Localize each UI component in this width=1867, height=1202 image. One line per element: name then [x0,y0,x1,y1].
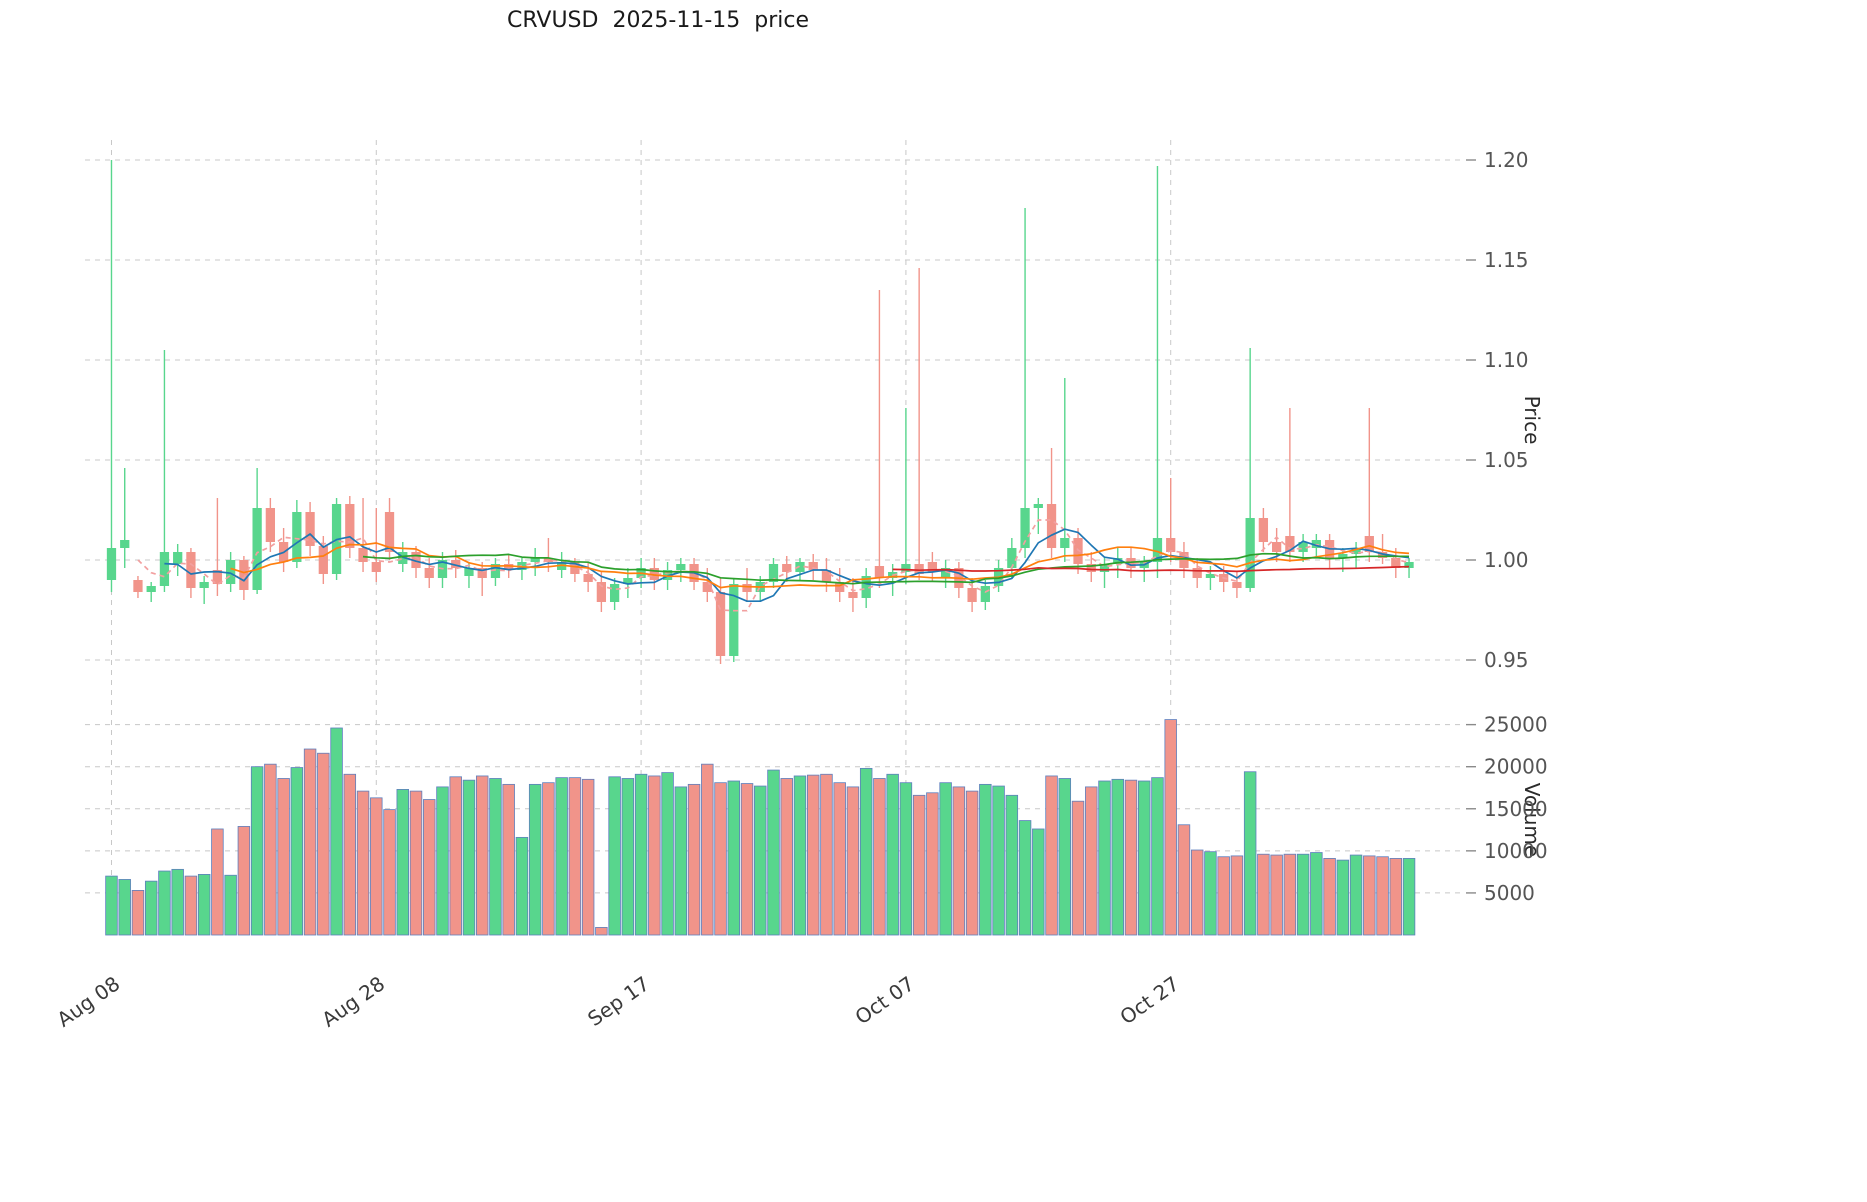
svg-text:1.15: 1.15 [1484,248,1529,272]
svg-text:5000: 5000 [1484,881,1535,905]
x-tick-label: Aug 08 [53,971,125,1031]
svg-text:1.05: 1.05 [1484,448,1529,472]
svg-text:10000: 10000 [1484,839,1548,863]
x-tick-label: Aug 28 [317,971,389,1031]
svg-text:0.95: 0.95 [1484,648,1529,672]
ma-line-ma60 [892,565,1410,573]
svg-text:1.00: 1.00 [1484,548,1529,572]
svg-text:25000: 25000 [1484,713,1548,737]
ma-line-ma5 [164,528,1410,603]
svg-text:1.20: 1.20 [1484,148,1529,172]
svg-text:20000: 20000 [1484,755,1548,779]
svg-text:1.10: 1.10 [1484,348,1529,372]
x-tick-label: Sep 17 [583,971,654,1031]
ma-line-ma20 [362,552,1409,585]
chart-title: CRVUSD 2025-11-15 price [506,8,810,33]
svg-text:15000: 15000 [1484,797,1548,821]
x-tick-label: Oct 27 [1115,971,1183,1029]
x-tick-label: Oct 07 [851,971,919,1029]
ma-line-ma10 [230,542,1410,589]
